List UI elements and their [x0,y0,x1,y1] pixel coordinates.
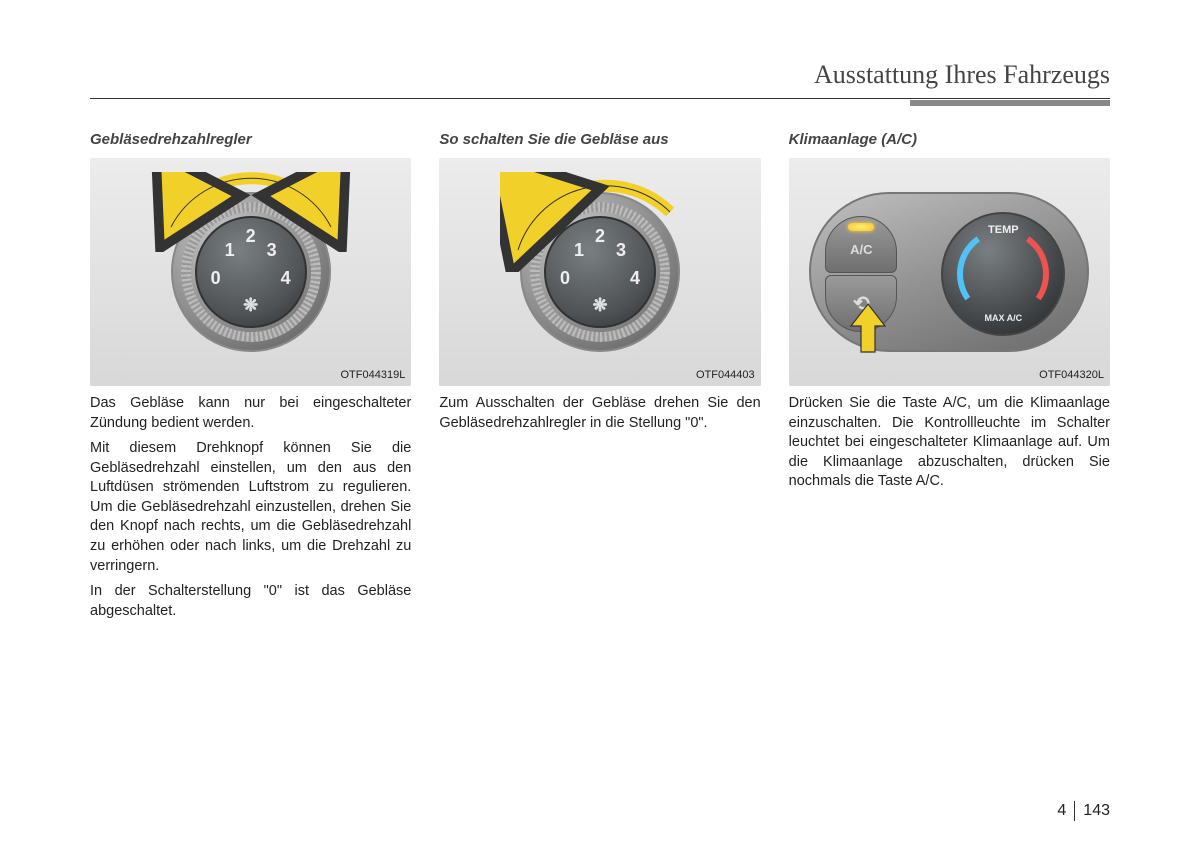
max-ac-label: MAX A/C [984,314,1022,324]
section-number: 4 [1057,802,1066,820]
column-fan-off: So schalten Sie die Gebläse aus 0 1 2 3 … [439,131,760,627]
body-text: Drücken Sie die Taste A/C, um die Klimaa… [789,394,1110,492]
rotate-to-zero-arrow-icon [500,172,700,272]
body-text: Das Gebläse kann nur bei eingeschalteter… [90,394,411,433]
figure-fan-speed-dial: 0 1 2 3 4 ❋ [90,158,411,386]
manual-page: Ausstattung Ihres Fahrzeugs Gebläsedrehz… [0,0,1200,667]
page-header: Ausstattung Ihres Fahrzeugs [90,60,1110,99]
section-title-fan-speed: Gebläsedrehzahlregler [90,131,411,148]
press-ac-arrow-icon [845,300,891,356]
figure-ac-panel: A/C ⟲ TEMP MAX A/C [789,158,1110,386]
body-text: Zum Ausschalten der Gebläse drehen Sie d… [439,394,760,433]
column-fan-speed: Gebläsedrehzahlregler 0 1 2 3 4 ❋ [90,131,411,627]
footer-divider [1074,801,1075,821]
body-text: Mit diesem Drehknopf können Sie die Gebl… [90,439,411,576]
ac-control-panel: A/C ⟲ TEMP MAX A/C [809,192,1089,352]
body-text: In der Schalterstellung "0" ist das Gebl… [90,582,411,621]
column-ac: Klimaanlage (A/C) A/C ⟲ [789,131,1110,627]
header-title: Ausstattung Ihres Fahrzeugs [814,60,1110,89]
temperature-dial: TEMP MAX A/C [941,212,1065,336]
section-title-ac: Klimaanlage (A/C) [789,131,1110,148]
ac-button: A/C [825,216,897,273]
page-footer: 4 143 [1057,801,1110,821]
content-columns: Gebläsedrehzahlregler 0 1 2 3 4 ❋ [90,131,1110,627]
fan-icon: ❋ [592,295,607,316]
ac-button-label: A/C [850,242,872,257]
figure-code: OTF044319L [341,369,406,381]
rotate-both-arrow-icon [151,172,351,252]
page-number: 143 [1083,802,1110,820]
dial-mark-0: 0 [211,268,221,289]
temp-label: TEMP [988,224,1019,236]
figure-fan-off-dial: 0 1 2 3 4 ❋ [439,158,760,386]
dial-mark-4: 4 [281,268,291,289]
ac-indicator-led-icon [848,223,874,231]
figure-code: OTF044320L [1039,369,1104,381]
section-title-fan-off: So schalten Sie die Gebläse aus [439,131,760,148]
figure-code: OTF044403 [696,369,755,381]
fan-icon: ❋ [243,295,258,316]
